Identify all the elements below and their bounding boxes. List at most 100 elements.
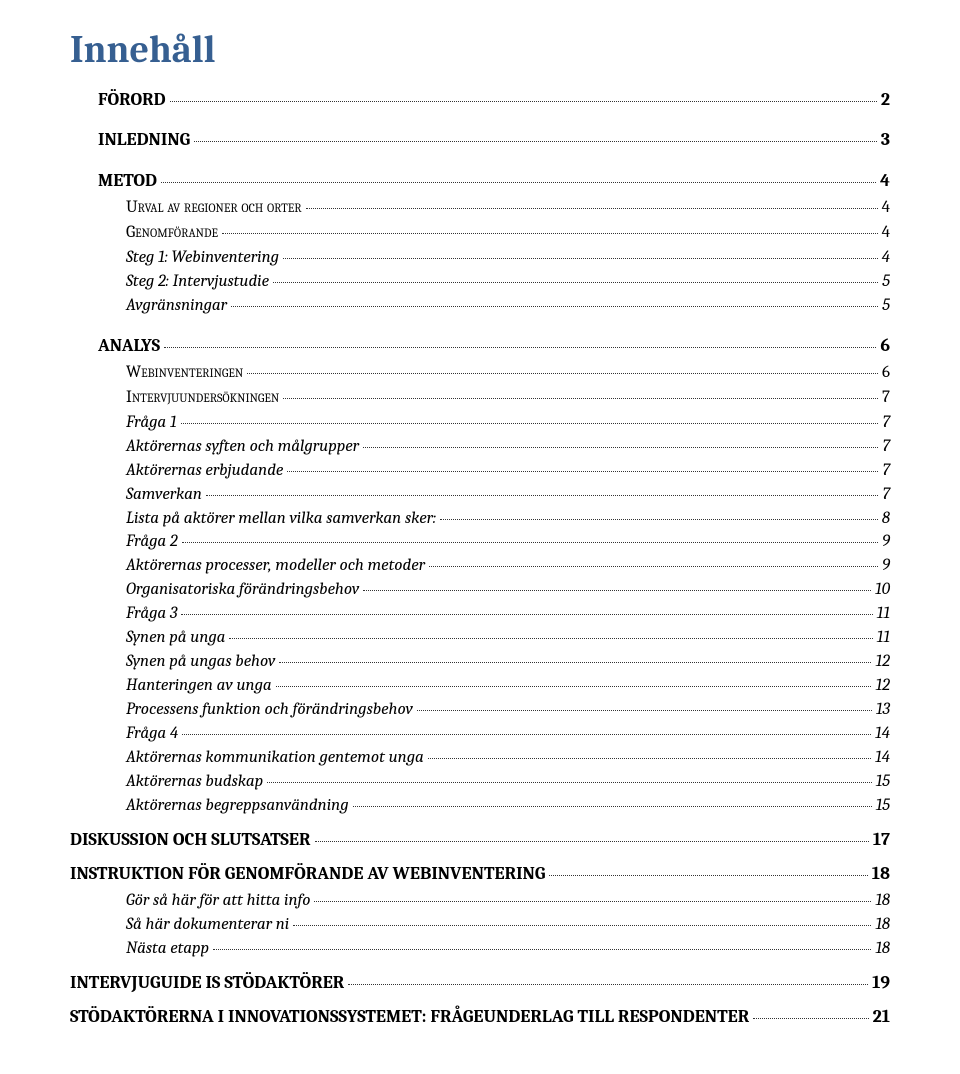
toc-entry: Webinventeringen 6	[70, 362, 890, 385]
toc-label: DISKUSSION OCH SLUTSATSER	[70, 828, 311, 852]
toc-leader	[164, 347, 876, 348]
toc-label: Aktörernas erbjudande	[126, 460, 283, 483]
toc-leader	[315, 841, 869, 842]
toc-page-number: 13	[876, 699, 890, 722]
toc-entry: Synen på ungas behov12	[70, 651, 890, 674]
toc-leader	[279, 662, 871, 663]
toc-entry: Avgränsningar5	[70, 295, 890, 318]
toc-entry: Hanteringen av unga12	[70, 675, 890, 698]
toc-label: Lista på aktörer mellan vilka samverkan …	[126, 508, 436, 531]
toc-entry: Fråga 2 9	[70, 531, 890, 554]
toc-label: Synen på unga	[126, 627, 225, 650]
toc-label: Processens funktion och förändringsbehov	[126, 699, 413, 722]
toc-page-number: 7	[882, 436, 890, 459]
toc-label: STÖDAKTÖRERNA I INNOVATIONSSYSTEMET: FRÅ…	[70, 1005, 749, 1029]
toc-label: Aktörernas syften och målgrupper	[126, 436, 359, 459]
toc-label: Urval av regioner och orter	[126, 197, 302, 220]
toc-label: Organisatoriska förändringsbehov	[126, 579, 359, 602]
toc-leader	[348, 984, 868, 985]
toc-page-number: 15	[876, 795, 890, 818]
toc-label: Fråga 2	[126, 531, 178, 554]
toc-leader	[429, 566, 878, 567]
toc-page-number: 4	[882, 247, 890, 270]
toc-page-number: 4	[882, 222, 890, 245]
toc-page-number: 14	[875, 723, 890, 746]
document-page: Innehåll FÖRORD2INLEDNING3METOD4Urval av…	[0, 0, 960, 1074]
toc-label: Intervjuundersökningen	[126, 387, 279, 410]
toc-entry: INLEDNING3	[70, 128, 890, 152]
toc-page-number: 18	[875, 890, 890, 913]
toc-page-number: 4	[882, 197, 890, 220]
toc-page-number: 6	[880, 334, 890, 358]
toc-label: Genomförande	[126, 222, 218, 245]
toc-leader	[170, 101, 877, 102]
toc-leader	[222, 233, 878, 234]
toc-page-number: 7	[882, 412, 890, 435]
toc-label: INSTRUKTION FÖR GENOMFÖRANDE AV WEBINVEN…	[70, 862, 545, 886]
toc-entry: ANALYS 6	[70, 334, 890, 358]
toc-label: Fråga 1	[126, 412, 177, 435]
toc-label: Nästa etapp	[126, 938, 209, 961]
toc-label: Fråga 3	[126, 603, 177, 626]
toc-page-number: 11	[877, 627, 890, 650]
toc-label: Aktörernas budskap	[126, 771, 263, 794]
toc-leader	[229, 638, 872, 639]
toc-page-number: 7	[882, 484, 890, 507]
toc-label: Webinventeringen	[126, 362, 243, 385]
toc-entry: Fråga 414	[70, 723, 890, 746]
toc-entry: Processens funktion och förändringsbehov…	[70, 699, 890, 722]
toc-leader	[549, 875, 867, 876]
toc-page-number: 9	[882, 531, 890, 554]
toc-entry: METOD4	[70, 169, 890, 193]
toc-label: Gör så här för att hitta info	[126, 890, 310, 913]
toc-entry: Fråga 1 7	[70, 412, 890, 435]
toc-page-number: 18	[875, 914, 890, 937]
toc-page-number: 12	[875, 675, 890, 698]
toc-page-number: 6	[882, 362, 890, 385]
toc-entry: Organisatoriska förändringsbehov 10	[70, 579, 890, 602]
toc-page-number: 5	[882, 271, 890, 294]
toc-leader	[353, 806, 872, 807]
toc-entry: Urval av regioner och orter 4	[70, 197, 890, 220]
toc-page-number: 14	[875, 747, 890, 770]
toc-label: Avgränsningar	[126, 295, 227, 318]
toc-leader	[161, 182, 876, 183]
toc-leader	[283, 398, 878, 399]
toc-label: Steg 1: Webinventering	[126, 247, 279, 270]
toc-entry: Gör så här för att hitta info 18	[70, 890, 890, 913]
toc-entry: Nästa etapp18	[70, 938, 890, 961]
toc-label: Samverkan	[126, 484, 202, 507]
toc-leader	[213, 949, 871, 950]
toc-page-number: 10	[875, 579, 890, 602]
toc-label: ANALYS	[98, 334, 160, 358]
toc-leader	[182, 542, 878, 543]
toc-page-number: 9	[882, 555, 890, 578]
toc-entry: Aktörernas begreppsanvändning15	[70, 795, 890, 818]
toc-page-number: 18	[872, 862, 890, 886]
toc-leader	[182, 734, 871, 735]
toc-label: Steg 2: Intervjustudie	[126, 271, 269, 294]
toc-entry: FÖRORD2	[70, 88, 890, 112]
toc-leader	[231, 306, 878, 307]
toc-label: FÖRORD	[98, 88, 166, 112]
toc-entry: Synen på unga 11	[70, 627, 890, 650]
toc-page-number: 11	[877, 603, 890, 626]
toc-entry: Samverkan 7	[70, 484, 890, 507]
toc-label: Aktörernas kommunikation gentemot unga	[126, 747, 424, 770]
toc-leader	[753, 1018, 868, 1019]
toc-label: METOD	[98, 169, 157, 193]
toc-leader	[363, 447, 878, 448]
toc-leader	[417, 710, 872, 711]
toc-label: Så här dokumenterar ni	[126, 914, 289, 937]
toc-leader	[181, 614, 872, 615]
toc-page-number: 21	[873, 1005, 890, 1029]
toc-entry: STÖDAKTÖRERNA I INNOVATIONSSYSTEMET: FRÅ…	[70, 1005, 890, 1029]
toc-leader	[306, 208, 878, 209]
toc-leader	[247, 373, 878, 374]
toc-entry: Lista på aktörer mellan vilka samverkan …	[70, 508, 890, 531]
toc-entry: Genomförande 4	[70, 222, 890, 245]
toc-entry: Aktörernas syften och målgrupper 7	[70, 436, 890, 459]
toc-label: INTERVJUGUIDE IS STÖDAKTÖRER	[70, 971, 344, 995]
toc-leader	[440, 519, 878, 520]
toc-entry: Intervjuundersökningen7	[70, 387, 890, 410]
